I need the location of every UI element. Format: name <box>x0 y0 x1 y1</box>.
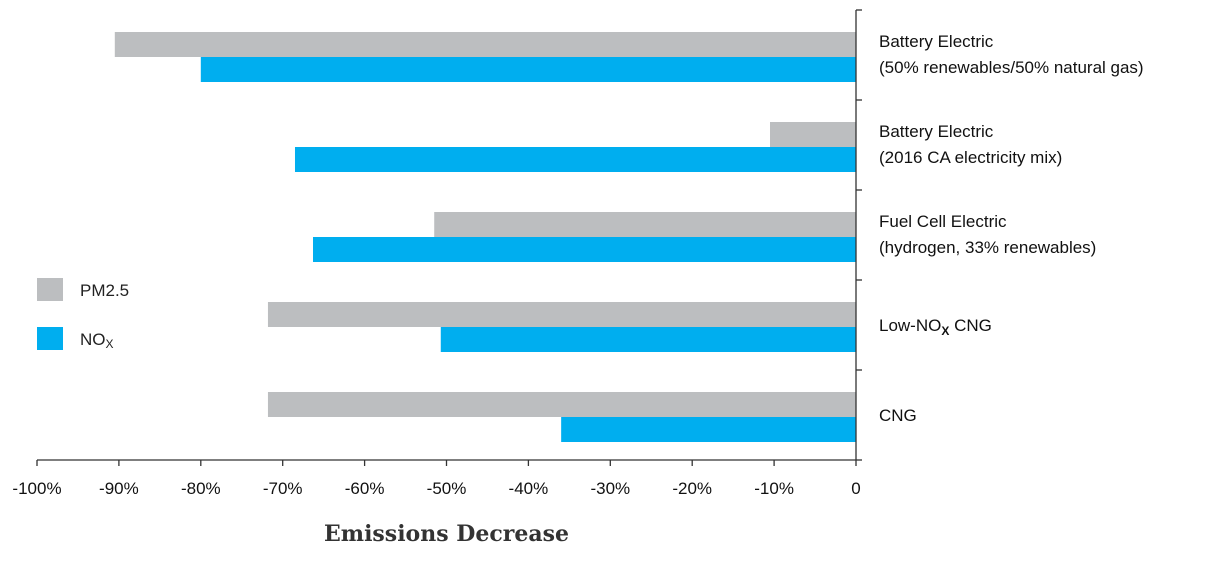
bar-nox-4 <box>561 417 856 442</box>
x-axis-title: Emissions Decrease <box>324 521 569 547</box>
category-label-line1: Battery Electric <box>879 32 994 51</box>
legend-swatch-pm25 <box>37 278 63 301</box>
category-label-line2: (2016 CA electricity mix) <box>879 148 1062 167</box>
bar-nox-0 <box>200 57 857 82</box>
legend-label-nox: NOX <box>80 330 114 351</box>
axes-group <box>36 9 862 466</box>
x-tick-label: -40% <box>509 479 549 498</box>
bar-nox-2 <box>313 237 856 262</box>
bar-nox-1 <box>294 147 856 172</box>
bar-pm25-4 <box>267 392 856 417</box>
category-label: Low-NOX CNG <box>879 316 992 338</box>
legend: PM2.5 NOX <box>37 278 129 351</box>
x-tick-label: -30% <box>590 479 630 498</box>
legend-swatch-nox <box>37 327 63 350</box>
legend-label-pm25: PM2.5 <box>80 281 129 300</box>
category-label-line1: Battery Electric <box>879 122 994 141</box>
x-tick-label: -60% <box>345 479 385 498</box>
x-tick-label: -50% <box>427 479 467 498</box>
x-tick-label: 0 <box>851 479 860 498</box>
x-tick-labels-group: -100% -90% -80% -70% -60% -50% -40% -30% -20% -10… <box>12 479 860 498</box>
x-tick-label: -90% <box>99 479 139 498</box>
x-tick-label: -70% <box>263 479 303 498</box>
bar-pm25-3 <box>267 302 856 327</box>
x-tick-label: -20% <box>672 479 712 498</box>
x-tick-label: -80% <box>181 479 221 498</box>
category-label-line2: (50% renewables/50% natural gas) <box>879 58 1144 77</box>
category-label-line1: Fuel Cell Electric <box>879 212 1007 231</box>
bar-pm25-2 <box>434 212 856 237</box>
bar-pm25-1 <box>770 122 856 147</box>
category-labels-group: Battery Electric (50% renewables/50% natu… <box>879 32 1144 425</box>
x-tick-label: -10% <box>754 479 794 498</box>
x-tick-label: -100% <box>12 479 61 498</box>
bar-nox-3 <box>440 327 856 352</box>
category-label: CNG <box>879 406 917 425</box>
category-label-line2: (hydrogen, 33% renewables) <box>879 238 1096 257</box>
bar-pm25-0 <box>114 32 857 57</box>
bars-group <box>114 32 857 442</box>
